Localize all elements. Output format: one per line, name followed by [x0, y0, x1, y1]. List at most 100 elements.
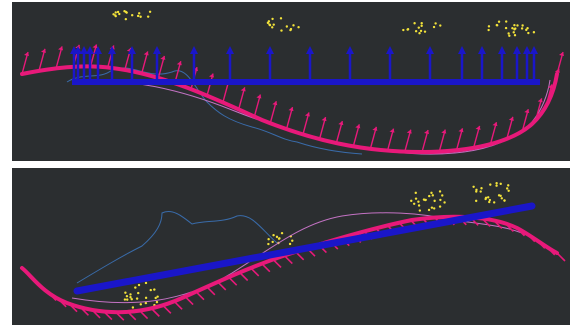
point [414, 197, 418, 200]
point [137, 12, 141, 15]
trajectory-arrow [506, 116, 514, 140]
point [513, 23, 516, 27]
viewport-top[interactable] [12, 2, 570, 161]
point [135, 297, 139, 300]
point [525, 28, 528, 32]
point [289, 27, 293, 31]
trajectory-arrowhead [240, 87, 246, 92]
reference-marker [302, 246, 307, 251]
point [114, 14, 117, 18]
reference-marker [226, 260, 232, 266]
point [154, 296, 157, 300]
trajectory-arrow [157, 55, 166, 79]
trajectory-arrow [269, 101, 277, 124]
point [474, 199, 478, 203]
point [137, 291, 140, 295]
trajectory-arrow [521, 109, 529, 132]
point [134, 286, 137, 289]
trajectory-arrow [404, 129, 412, 152]
point [406, 28, 410, 31]
secondary-path-bottom [76, 210, 278, 284]
reference-marker [112, 281, 118, 287]
point [149, 288, 152, 292]
point [123, 298, 127, 301]
point [497, 194, 501, 197]
reference-arrowhead [226, 46, 234, 54]
point [291, 239, 294, 242]
point [144, 296, 148, 300]
reference-arrowhead [190, 46, 198, 54]
primary-path-bottom [71, 212, 533, 304]
point [495, 182, 498, 185]
trajectory-arrowhead [176, 61, 182, 66]
trajectory-arrowhead [304, 112, 310, 117]
reference-arrowhead [530, 46, 538, 54]
point [499, 182, 502, 186]
trajectory-curve-top [20, 64, 559, 155]
point [438, 205, 442, 208]
trajectory-arrowhead [58, 46, 64, 51]
point [430, 206, 434, 209]
reference-arrowhead [523, 46, 531, 54]
point [114, 11, 117, 14]
reference-arrows-top [70, 46, 538, 82]
point [155, 300, 159, 304]
point [439, 24, 442, 27]
trajectory-arrowhead [508, 116, 514, 121]
point [275, 235, 279, 239]
point [272, 23, 275, 26]
point [423, 30, 427, 33]
point [116, 10, 120, 14]
trajectory-arrowhead [372, 126, 378, 131]
point [484, 197, 487, 201]
point [268, 23, 271, 26]
point [271, 17, 274, 21]
point [507, 32, 510, 35]
point [507, 189, 510, 192]
trajectory-arrow [455, 128, 464, 151]
point [492, 201, 496, 204]
point [280, 29, 283, 32]
point [156, 295, 159, 298]
point [489, 183, 492, 186]
point [487, 28, 490, 32]
point [521, 24, 524, 27]
trajectory-arrow [285, 106, 294, 130]
point [137, 283, 141, 287]
point [297, 26, 300, 29]
reference-arrowhead [108, 46, 116, 54]
point [267, 20, 271, 23]
point [417, 200, 420, 203]
reference-marker [188, 267, 194, 273]
point [124, 291, 127, 294]
trajectory-arrow [489, 121, 498, 145]
viewport-bottom[interactable] [12, 168, 570, 325]
point [487, 196, 490, 199]
point [288, 242, 292, 246]
point [414, 30, 418, 33]
viewport-bottom-canvas[interactable] [12, 168, 570, 325]
reference-arrowhead [94, 46, 102, 54]
trajectory-arrow [386, 128, 395, 151]
point [514, 27, 517, 30]
trajectory-arrowhead [143, 51, 149, 56]
trajectory-arrowhead [559, 52, 564, 56]
trajectory-arrowhead [256, 94, 262, 99]
trajectory-arrowhead [547, 84, 553, 89]
viewport-top-canvas[interactable] [12, 2, 570, 161]
point [124, 17, 128, 21]
point [508, 34, 511, 37]
point [271, 240, 274, 244]
reference-markers-bottom [74, 203, 535, 294]
trajectory-arrowhead [424, 129, 430, 134]
point [418, 32, 421, 35]
trajectory-arrow [55, 46, 63, 69]
point [118, 12, 121, 16]
point [123, 9, 126, 13]
point [131, 306, 135, 309]
reference-arrowhead [498, 46, 506, 54]
point [267, 242, 270, 246]
reference-arrowhead [306, 46, 314, 54]
point [417, 204, 421, 207]
reference-arrowhead [426, 46, 434, 54]
